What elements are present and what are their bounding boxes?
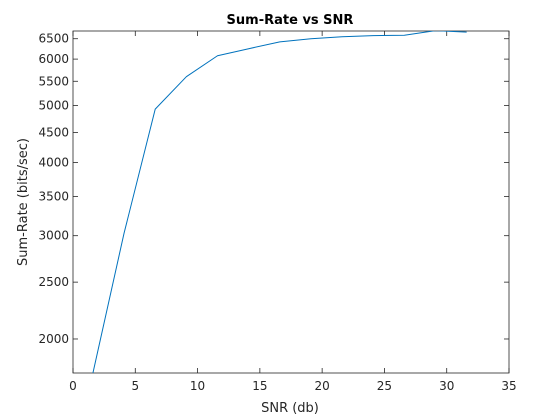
- series-layer: [92, 31, 467, 373]
- x-tick-label: 10: [190, 379, 205, 393]
- y-tick-label: 6500: [38, 32, 69, 46]
- y-tick-label: 2500: [38, 275, 69, 289]
- x-tick-label: 0: [69, 379, 77, 393]
- x-tick-label: 35: [501, 379, 516, 393]
- x-tick-label: 15: [252, 379, 267, 393]
- y-tick-label: 4500: [38, 125, 69, 139]
- y-axis-label: Sum-Rate (bits/sec): [16, 138, 31, 266]
- chart-title: Sum-Rate vs SNR: [227, 13, 354, 28]
- x-tick-label: 5: [131, 379, 139, 393]
- y-tick-label: 2000: [38, 332, 69, 346]
- y-tick-label: 5500: [38, 74, 69, 88]
- y-axis-ticks: 2000 2500 3000 3500 4000 4500 5000 5500 6000 6500: [38, 32, 509, 346]
- series-line: [92, 31, 467, 373]
- x-axis-ticks: 0 5 10 15 20 25 30 35: [69, 31, 517, 393]
- x-tick-label: 30: [439, 379, 454, 393]
- y-tick-label: 6000: [38, 52, 69, 66]
- x-tick-label: 25: [377, 379, 392, 393]
- x-tick-label: 20: [315, 379, 330, 393]
- y-tick-label: 4000: [38, 155, 69, 169]
- y-tick-label: 5000: [38, 99, 69, 113]
- y-tick-label: 3000: [38, 229, 69, 243]
- plot-area: 0 5 10 15 20 25 30 35 2000 2500 3000 3500 4000 4500 5…: [38, 30, 517, 393]
- y-tick-label: 3500: [38, 189, 69, 203]
- axes-box: [72, 30, 510, 374]
- x-axis-label: SNR (db): [261, 401, 319, 416]
